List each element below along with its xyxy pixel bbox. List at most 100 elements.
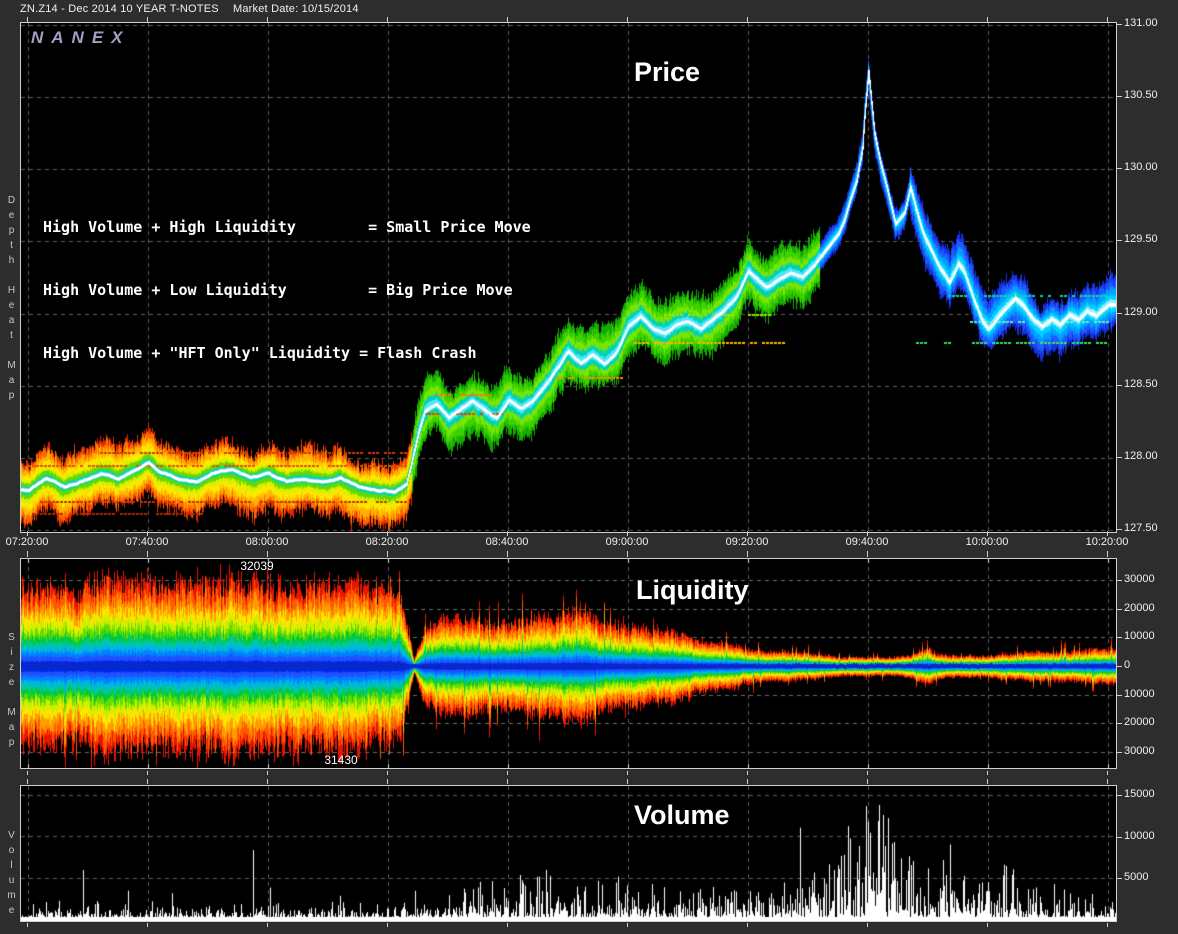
instrument-title: ZN.Z14 - Dec 2014 10 YEAR T-NOTES bbox=[20, 3, 219, 15]
tick-mark bbox=[1117, 609, 1122, 610]
tick-mark bbox=[867, 923, 868, 927]
tick-mark bbox=[1117, 24, 1122, 25]
volume-panel: Volume bbox=[20, 785, 1117, 922]
tick-mark bbox=[1117, 795, 1122, 796]
market-date-label: Market Date: 10/15/2014 bbox=[233, 3, 359, 15]
tick-mark bbox=[27, 923, 28, 927]
x-axis-tick-label: 07:20:00 bbox=[5, 536, 49, 548]
price-panel: NANEX Price High Volume + High Liquidity… bbox=[20, 22, 1117, 533]
tick-mark bbox=[507, 779, 508, 784]
tick-mark bbox=[267, 771, 268, 775]
price-axis-tick-label: 130.50 bbox=[1124, 89, 1158, 101]
liquidity-panel-title: Liquidity bbox=[636, 575, 749, 605]
liquidity-panel: Liquidity 32039 31430 bbox=[20, 558, 1117, 769]
tick-mark bbox=[987, 531, 988, 536]
x-axis-tick-label: 08:20:00 bbox=[365, 536, 409, 548]
tick-mark bbox=[387, 923, 388, 927]
tick-mark bbox=[867, 771, 868, 775]
tick-mark bbox=[1117, 637, 1122, 638]
tick-mark bbox=[987, 779, 988, 784]
tick-mark bbox=[987, 771, 988, 775]
tick-mark bbox=[1107, 551, 1108, 557]
tick-mark bbox=[267, 17, 268, 22]
tick-mark bbox=[147, 923, 148, 927]
tick-mark bbox=[1117, 240, 1122, 241]
tick-mark bbox=[1117, 666, 1122, 667]
tick-mark bbox=[147, 771, 148, 775]
price-axis-tick-label: 129.50 bbox=[1124, 233, 1158, 245]
tick-mark bbox=[627, 923, 628, 927]
tick-mark bbox=[27, 17, 28, 22]
tick-mark bbox=[627, 531, 628, 536]
price-depth-heatmap-canvas bbox=[21, 23, 1116, 532]
tick-mark bbox=[1107, 779, 1108, 784]
price-axis-tick-label: 128.00 bbox=[1124, 450, 1158, 462]
tick-mark bbox=[627, 551, 628, 557]
volume-axis-tick-label: 5000 bbox=[1124, 871, 1149, 883]
tick-mark bbox=[867, 779, 868, 784]
tick-mark bbox=[507, 923, 508, 927]
annotation-line-3: High Volume + "HFT Only" Liquidity = Fla… bbox=[43, 344, 477, 362]
tick-mark bbox=[1117, 168, 1122, 169]
tick-mark bbox=[267, 923, 268, 927]
tick-mark bbox=[1117, 96, 1122, 97]
volume-axis-tick-label: 15000 bbox=[1124, 788, 1155, 800]
tick-mark bbox=[1107, 771, 1108, 775]
volume-bars-canvas bbox=[21, 786, 1116, 921]
x-axis-tick-label: 09:40:00 bbox=[845, 536, 889, 548]
tick-mark bbox=[1117, 878, 1122, 879]
tick-mark bbox=[1107, 923, 1108, 927]
price-axis-tick-label: 129.00 bbox=[1124, 306, 1158, 318]
max-bid-depth-label: 31430 bbox=[324, 753, 358, 767]
liquidity-axis-side-label: Size Map bbox=[6, 632, 17, 752]
annotation-line-2: High Volume + Low Liquidity = Big Price … bbox=[43, 281, 513, 299]
x-axis-tick-label: 09:00:00 bbox=[605, 536, 649, 548]
tick-mark bbox=[747, 923, 748, 927]
max-ask-depth-label: 32039 bbox=[240, 559, 274, 573]
tick-mark bbox=[1107, 531, 1108, 536]
tick-mark bbox=[867, 531, 868, 536]
liquidity-axis-tick-label: 20000 bbox=[1124, 716, 1155, 728]
tick-mark bbox=[627, 17, 628, 22]
x-axis-tick-label: 10:20:00 bbox=[1085, 536, 1129, 548]
price-axis-side-label: Depth Heat Map bbox=[6, 195, 17, 405]
x-axis-tick-label: 08:00:00 bbox=[245, 536, 289, 548]
tick-mark bbox=[387, 17, 388, 22]
tick-mark bbox=[147, 551, 148, 557]
volume-panel-title: Volume bbox=[634, 800, 730, 830]
price-panel-title: Price bbox=[634, 57, 701, 87]
tick-mark bbox=[507, 771, 508, 775]
liquidity-annotation: High Volume + High Liquidity = Small Pri… bbox=[43, 175, 531, 406]
tick-mark bbox=[387, 531, 388, 536]
tick-mark bbox=[867, 551, 868, 557]
volume-axis-side-label: Volume bbox=[6, 830, 17, 920]
tick-mark bbox=[387, 771, 388, 775]
tick-mark bbox=[747, 531, 748, 536]
price-axis-tick-label: 130.00 bbox=[1124, 161, 1158, 173]
tick-mark bbox=[747, 17, 748, 22]
tick-mark bbox=[987, 551, 988, 557]
tick-mark bbox=[747, 779, 748, 784]
x-axis-tick-label: 09:20:00 bbox=[725, 536, 769, 548]
x-axis-tick-label: 10:00:00 bbox=[965, 536, 1009, 548]
x-axis-tick-label: 07:40:00 bbox=[125, 536, 169, 548]
price-axis-tick-label: 131.00 bbox=[1124, 17, 1158, 29]
tick-mark bbox=[1117, 457, 1122, 458]
tick-mark bbox=[507, 531, 508, 536]
tick-mark bbox=[987, 17, 988, 22]
tick-mark bbox=[1117, 580, 1122, 581]
liquidity-axis-tick-label: 30000 bbox=[1124, 573, 1155, 585]
volume-axis-tick-label: 10000 bbox=[1124, 830, 1155, 842]
tick-mark bbox=[627, 779, 628, 784]
tick-mark bbox=[1117, 723, 1122, 724]
tick-mark bbox=[987, 923, 988, 927]
tick-mark bbox=[747, 771, 748, 775]
nanex-logo: NANEX bbox=[31, 28, 131, 47]
tick-mark bbox=[1117, 837, 1122, 838]
liquidity-axis-tick-label: 20000 bbox=[1124, 602, 1155, 614]
tick-mark bbox=[867, 17, 868, 22]
tick-mark bbox=[1117, 385, 1122, 386]
tick-mark bbox=[387, 551, 388, 557]
tick-mark bbox=[27, 779, 28, 784]
liquidity-sizemap-canvas bbox=[21, 559, 1116, 768]
